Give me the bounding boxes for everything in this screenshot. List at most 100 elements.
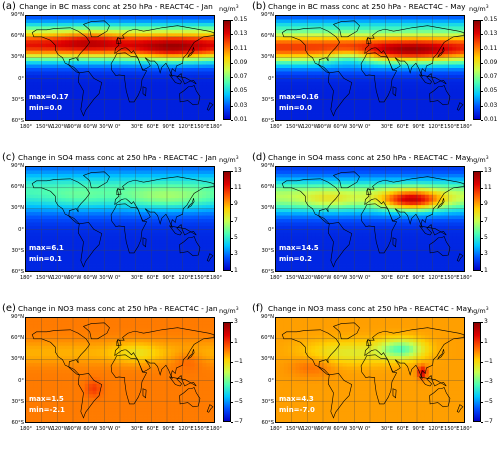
field-cell bbox=[175, 51, 179, 55]
field-cell bbox=[120, 229, 124, 233]
field-cell bbox=[140, 191, 144, 195]
field-cell bbox=[421, 51, 425, 55]
field-cell bbox=[46, 170, 50, 174]
field-cell bbox=[319, 117, 323, 120]
field-cell bbox=[347, 103, 351, 107]
field-cell bbox=[460, 167, 464, 171]
field-cell bbox=[42, 209, 46, 213]
field-cell bbox=[194, 110, 198, 114]
field-cell bbox=[144, 188, 148, 192]
field-cell bbox=[57, 65, 61, 69]
field-cell bbox=[382, 110, 386, 114]
field-cell bbox=[382, 167, 386, 171]
field-cell bbox=[85, 117, 89, 120]
field-cell bbox=[100, 212, 104, 216]
field-cell bbox=[413, 44, 417, 48]
field-cell bbox=[89, 264, 93, 268]
field-cell bbox=[409, 30, 413, 34]
field-cell bbox=[42, 85, 46, 89]
field-cell bbox=[140, 268, 144, 271]
field-cell bbox=[202, 195, 206, 199]
field-cell bbox=[347, 191, 351, 195]
field-cell bbox=[50, 202, 54, 206]
field-cell bbox=[374, 54, 378, 58]
field-cell bbox=[38, 85, 42, 89]
field-cell bbox=[124, 65, 128, 69]
field-cell bbox=[198, 96, 202, 100]
field-cell bbox=[132, 195, 136, 199]
field-cell bbox=[30, 188, 34, 192]
field-cell bbox=[413, 30, 417, 34]
field-cell bbox=[171, 264, 175, 268]
field-cell bbox=[303, 33, 307, 37]
field-cell bbox=[433, 117, 437, 120]
field-cell bbox=[144, 103, 148, 107]
field-cell bbox=[284, 51, 288, 55]
field-cell bbox=[378, 58, 382, 62]
field-cell bbox=[120, 99, 124, 103]
field-cell bbox=[50, 209, 54, 213]
field-cell bbox=[57, 85, 61, 89]
field-cell bbox=[104, 106, 108, 110]
field-cell bbox=[206, 23, 210, 27]
field-cell bbox=[85, 65, 89, 69]
field-cell bbox=[191, 250, 195, 254]
field-cell bbox=[358, 65, 362, 69]
field-cell bbox=[73, 184, 77, 188]
field-cell bbox=[104, 247, 108, 251]
field-cell bbox=[93, 254, 97, 258]
field-cell bbox=[112, 44, 116, 48]
field-cell bbox=[136, 254, 140, 258]
field-cell bbox=[191, 261, 195, 265]
field-cell bbox=[136, 44, 140, 48]
field-cell bbox=[343, 30, 347, 34]
field-cell bbox=[300, 82, 304, 86]
field-cell bbox=[53, 61, 57, 65]
field-cell bbox=[93, 268, 97, 271]
field-cell bbox=[417, 167, 421, 171]
field-cell bbox=[390, 184, 394, 188]
field-cell bbox=[394, 37, 398, 41]
field-cell bbox=[38, 23, 42, 27]
field-cell bbox=[323, 19, 327, 23]
field-cell bbox=[441, 19, 445, 23]
field-cell bbox=[448, 106, 452, 110]
field-cell bbox=[155, 51, 159, 55]
field-cell bbox=[397, 33, 401, 37]
field-cell bbox=[116, 61, 120, 65]
field-cell bbox=[108, 247, 112, 251]
field-cell bbox=[183, 89, 187, 93]
field-cell bbox=[128, 23, 132, 27]
field-cell bbox=[136, 106, 140, 110]
field-cell bbox=[65, 68, 69, 72]
field-cell bbox=[128, 33, 132, 37]
field-cell bbox=[194, 23, 198, 27]
field-cell bbox=[163, 23, 167, 27]
field-cell bbox=[93, 177, 97, 181]
unit-exponent: 3 bbox=[486, 5, 489, 10]
field-cell bbox=[50, 264, 54, 268]
field-cell bbox=[179, 216, 183, 220]
field-cell bbox=[120, 209, 124, 213]
field-cell bbox=[366, 65, 370, 69]
field-cell bbox=[50, 268, 54, 271]
field-cell bbox=[425, 188, 429, 192]
field-cell bbox=[194, 58, 198, 62]
field-cell bbox=[187, 61, 191, 65]
field-cell bbox=[191, 61, 195, 65]
field-cell bbox=[171, 243, 175, 247]
field-cell bbox=[202, 78, 206, 82]
field-cell bbox=[97, 205, 101, 209]
field-cell bbox=[155, 78, 159, 82]
field-cell bbox=[136, 261, 140, 265]
field-cell bbox=[444, 177, 448, 181]
field-cell bbox=[112, 26, 116, 30]
field-cell bbox=[163, 110, 167, 114]
field-cell bbox=[132, 261, 136, 265]
field-cell bbox=[151, 240, 155, 244]
field-cell bbox=[343, 191, 347, 195]
field-cell bbox=[401, 68, 405, 72]
field-cell bbox=[456, 68, 460, 72]
field-cell bbox=[315, 198, 319, 202]
field-cell bbox=[97, 167, 101, 171]
